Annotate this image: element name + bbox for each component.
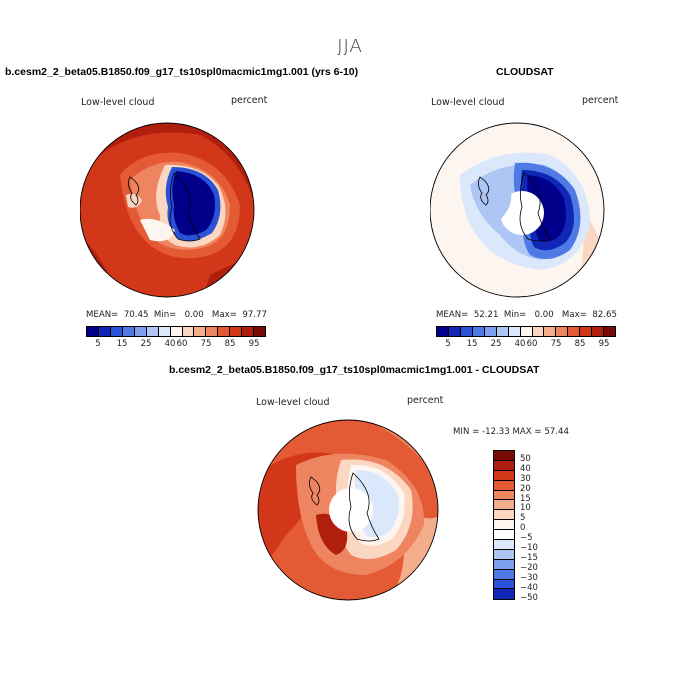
obs-colorbar-ticks: 5 15 25 40 60 75 85 95 xyxy=(436,339,616,351)
colorbar-swatch xyxy=(194,327,207,336)
colorbar-swatch xyxy=(568,327,581,336)
colorbar-tick-label: 15 xyxy=(466,339,478,349)
colorbar-swatch xyxy=(206,327,219,336)
colorbar-tick-label: 15 xyxy=(520,493,531,504)
colorbar-swatch xyxy=(472,327,485,336)
diff-colorbar-ticks: 50 40 30 20 15 10 5 0 −5 −10 −15 −20 −30 −40 −50 xyxy=(520,450,560,603)
colorbar-swatch xyxy=(494,530,514,541)
model-colorbar-ticks: 5 15 25 40 60 75 85 95 xyxy=(86,339,266,351)
colorbar-tick-label: 15 xyxy=(116,339,128,349)
colorbar-swatch xyxy=(98,327,111,336)
colorbar-swatch xyxy=(182,327,195,336)
colorbar-tick-label: 60 xyxy=(176,339,188,349)
colorbar-swatch xyxy=(494,579,514,590)
colorbar-swatch xyxy=(494,451,514,461)
colorbar-swatch xyxy=(544,327,557,336)
colorbar-tick-label: 85 xyxy=(224,339,236,349)
obs-stats: MEAN= 52.21 Min= 0.00 Max= 82.65 xyxy=(436,310,617,320)
colorbar-tick-label: −10 xyxy=(520,543,538,553)
obs-case-title: CLOUDSAT xyxy=(496,66,554,78)
colorbar-swatch xyxy=(460,327,473,336)
colorbar-swatch xyxy=(494,520,514,531)
colorbar-tick-label: −5 xyxy=(520,533,533,544)
colorbar-swatch xyxy=(494,559,514,570)
colorbar-tick-label: 25 xyxy=(140,339,152,349)
model-case-title: b.cesm2_2_beta05.B1850.f09_g17_ts10spl0m… xyxy=(5,66,359,78)
season-title: JJA xyxy=(337,36,363,57)
colorbar-swatch xyxy=(87,327,99,336)
colorbar-tick-label: 95 xyxy=(248,339,260,349)
colorbar-swatch xyxy=(170,327,183,336)
colorbar-swatch xyxy=(122,327,135,336)
colorbar-tick-label: 75 xyxy=(550,339,562,349)
colorbar-swatch xyxy=(230,327,243,336)
colorbar-swatch xyxy=(494,480,514,491)
colorbar-tick-label: 5 xyxy=(445,339,451,349)
colorbar-swatch xyxy=(520,327,533,336)
colorbar-tick-label: −50 xyxy=(520,592,538,603)
model-polar-map xyxy=(80,122,255,298)
colorbar-tick-label: 20 xyxy=(520,483,531,494)
colorbar-swatch xyxy=(110,327,123,336)
colorbar-swatch xyxy=(158,327,171,336)
model-stats: MEAN= 70.45 Min= 0.00 Max= 97.77 xyxy=(86,310,267,320)
colorbar-swatch xyxy=(484,327,497,336)
colorbar-swatch xyxy=(494,569,514,580)
obs-polar-map xyxy=(430,122,605,298)
colorbar-swatch xyxy=(532,327,545,336)
model-units-label: percent xyxy=(231,95,268,106)
diff-stats: MIN = -12.33 MAX = 57.44 xyxy=(453,427,569,437)
obs-colorbar xyxy=(436,326,616,337)
colorbar-tick-label: 40 xyxy=(520,463,531,474)
colorbar-tick-label: −30 xyxy=(520,572,538,583)
diff-polar-map xyxy=(257,419,439,601)
colorbar-tick-label: 75 xyxy=(200,339,212,349)
colorbar-swatch xyxy=(134,327,147,336)
colorbar-swatch xyxy=(556,327,569,336)
model-colorbar xyxy=(86,326,266,337)
diff-case-title: b.cesm2_2_beta05.B1850.f09_g17_ts10spl0m… xyxy=(169,364,540,376)
colorbar-tick-label: 10 xyxy=(520,503,531,514)
colorbar-swatch xyxy=(494,589,514,600)
colorbar-swatch xyxy=(494,490,514,501)
colorbar-swatch xyxy=(494,470,514,481)
colorbar-swatch xyxy=(494,510,514,521)
obs-variable-label: Low-level cloud xyxy=(431,97,505,108)
colorbar-tick-label: 25 xyxy=(490,339,502,349)
colorbar-swatch xyxy=(254,327,266,336)
colorbar-tick-label: 85 xyxy=(574,339,586,349)
colorbar-swatch xyxy=(494,460,514,471)
diff-colorbar xyxy=(493,450,515,601)
colorbar-swatch xyxy=(580,327,593,336)
colorbar-swatch xyxy=(508,327,521,336)
colorbar-tick-label: −15 xyxy=(520,552,538,563)
colorbar-swatch xyxy=(218,327,231,336)
colorbar-tick-label: 60 xyxy=(526,339,538,349)
colorbar-swatch xyxy=(448,327,461,336)
colorbar-tick-label: 30 xyxy=(520,473,531,484)
colorbar-swatch xyxy=(437,327,449,336)
diff-variable-label: Low-level cloud xyxy=(256,397,330,408)
colorbar-tick-label: −40 xyxy=(520,582,538,593)
colorbar-swatch xyxy=(592,327,605,336)
colorbar-tick-label: 5 xyxy=(95,339,101,349)
colorbar-swatch xyxy=(496,327,509,336)
obs-units-label: percent xyxy=(582,95,619,106)
colorbar-tick-label: −20 xyxy=(520,562,538,573)
colorbar-tick-label: 0 xyxy=(520,523,526,534)
diff-units-label: percent xyxy=(407,395,444,406)
colorbar-swatch xyxy=(604,327,616,336)
colorbar-tick-label: 95 xyxy=(598,339,610,349)
colorbar-swatch xyxy=(146,327,159,336)
colorbar-tick-label: 50 xyxy=(520,453,531,464)
colorbar-swatch xyxy=(494,500,514,511)
model-variable-label: Low-level cloud xyxy=(81,97,155,108)
colorbar-swatch xyxy=(494,549,514,560)
colorbar-swatch xyxy=(494,540,514,550)
colorbar-tick-label: 40 xyxy=(164,339,176,349)
colorbar-tick-label: 5 xyxy=(520,513,526,524)
colorbar-tick-label: 40 xyxy=(514,339,526,349)
colorbar-swatch xyxy=(242,327,255,336)
